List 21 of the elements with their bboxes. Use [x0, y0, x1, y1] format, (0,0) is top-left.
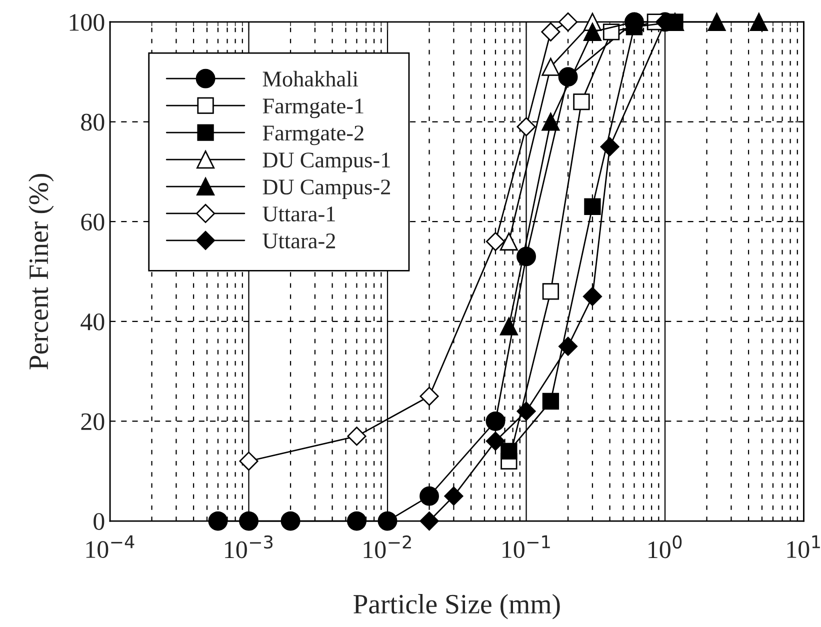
y-tick-label: 0 [94, 513, 104, 530]
legend-label: Farmgate-1 [262, 98, 364, 118]
y-tick-label: 60 [81, 214, 104, 230]
legend-label: Uttara-1 [262, 206, 335, 222]
legend-label: Uttara-2 [262, 233, 336, 248]
x-tick-label: 10$^{−1}$ [502, 535, 550, 558]
legend-label: DU Campus-2 [262, 180, 390, 200]
y-axis-title: Percent Finer (%) [28, 174, 54, 370]
y-tick-label: 20 [81, 413, 104, 430]
x-tick-label: 10$^{0}$ [648, 535, 682, 558]
y-tick-label: 80 [81, 114, 104, 131]
x-tick-label: 10$^{−2}$ [364, 535, 411, 558]
x-tick-label: 10$^{−3}$ [225, 535, 273, 558]
legend-label: Mohakhali [262, 70, 358, 87]
y-tick-label: 100 [70, 14, 104, 31]
x-tick-label: 10$^{−4}$ [86, 535, 134, 558]
legend-label: Farmgate-2 [262, 126, 364, 146]
legend-label: DU Campus-1 [262, 152, 390, 172]
y-tick-label: 40 [80, 313, 104, 330]
x-axis-title: Particle Size (mm) [354, 594, 560, 620]
x-tick-label: 10$^{1}$ [787, 535, 820, 558]
